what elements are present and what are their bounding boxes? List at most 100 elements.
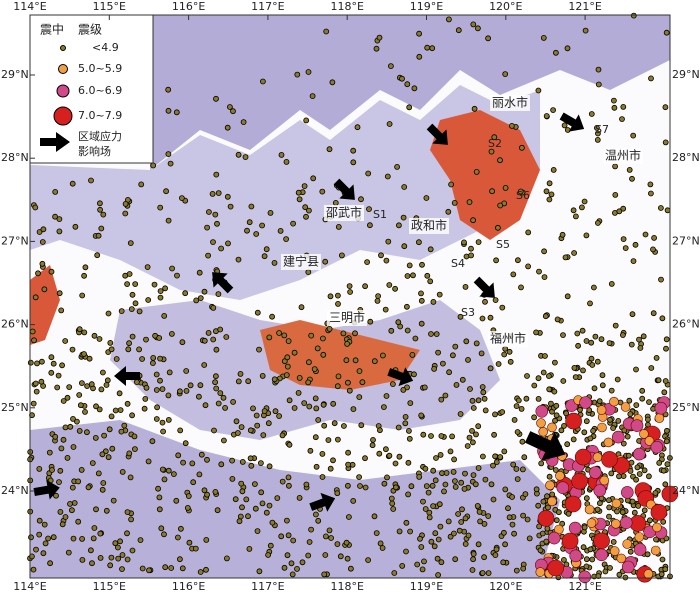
legend-stress: 影响场: [78, 144, 111, 158]
epicenter: [84, 383, 90, 390]
epicenter: [250, 405, 256, 412]
epicenter: [441, 488, 447, 495]
epicenter: [552, 467, 559, 473]
epicenter: [644, 551, 651, 558]
epicenter: [352, 357, 359, 364]
epicenter: [520, 565, 527, 572]
epicenter: [180, 459, 187, 466]
epicenter: [519, 438, 526, 445]
epicenter-large: [633, 543, 647, 556]
epicenter: [421, 558, 427, 565]
epicenter: [479, 453, 486, 460]
epicenter: [261, 253, 268, 260]
epicenter: [215, 400, 222, 407]
epicenter: [648, 365, 655, 371]
epicenter: [234, 430, 241, 436]
epicenter: [419, 566, 426, 573]
epicenter: [582, 27, 589, 34]
epicenter: [458, 479, 465, 486]
epicenter: [259, 222, 266, 229]
epicenter: [344, 340, 351, 347]
epicenter: [88, 177, 94, 184]
epicenter: [464, 443, 471, 449]
epicenter: [497, 202, 504, 209]
epicenter: [283, 372, 290, 379]
epicenter: [232, 496, 239, 503]
epicenter: [591, 284, 597, 291]
latitude-label: 28°N: [1, 151, 29, 164]
epicenter: [589, 556, 596, 563]
epicenter: [620, 440, 627, 447]
epicenter: [50, 534, 57, 541]
epicenter: [124, 530, 130, 537]
epicenter: [92, 434, 99, 441]
epicenter: [377, 540, 384, 547]
epicenter: [647, 181, 654, 188]
epicenter: [421, 384, 428, 391]
epicenter: [664, 461, 671, 468]
epicenter: [457, 313, 464, 320]
epicenter: [320, 401, 327, 408]
epicenter: [362, 484, 369, 491]
epicenter: [215, 291, 222, 298]
epicenter: [247, 455, 254, 462]
epicenter: [462, 470, 468, 477]
epicenter: [132, 300, 139, 307]
epicenter: [118, 308, 125, 315]
epicenter: [470, 21, 477, 28]
epicenter: [69, 507, 75, 514]
epicenter: [543, 538, 550, 545]
epicenter: [269, 519, 276, 526]
epicenter: [488, 148, 495, 155]
epicenter: [133, 379, 140, 386]
epicenter: [629, 498, 636, 505]
epicenter: [78, 466, 85, 473]
epicenter: [381, 480, 388, 487]
epicenter: [218, 461, 225, 468]
epicenter: [621, 427, 628, 434]
epicenter: [288, 560, 295, 567]
legend-symbol: [60, 45, 66, 51]
epicenter: [469, 439, 476, 446]
epicenter: [485, 513, 492, 519]
stress-arrow: [33, 479, 60, 500]
epicenter: [429, 45, 436, 52]
epicenter: [39, 239, 46, 245]
epicenter: [611, 97, 617, 104]
epicenter: [371, 513, 378, 520]
epicenter: [662, 378, 669, 384]
epicenter: [439, 360, 446, 367]
epicenter-large: [616, 553, 627, 564]
epicenter: [626, 166, 633, 173]
epicenter: [36, 531, 43, 538]
epicenter: [497, 454, 504, 460]
epicenter: [156, 494, 163, 501]
label-bg: [281, 254, 321, 270]
epicenter: [488, 481, 495, 488]
epicenter: [546, 180, 553, 187]
epicenter: [60, 398, 67, 404]
epicenter: [347, 289, 354, 295]
epicenter: [327, 293, 334, 300]
epicenter: [546, 386, 553, 393]
epicenter: [239, 488, 246, 495]
epicenter: [535, 87, 542, 94]
epicenter: [182, 440, 189, 447]
epicenter: [418, 290, 424, 297]
epicenter: [98, 225, 105, 232]
epicenter-large: [556, 481, 570, 495]
epicenter: [424, 272, 431, 279]
epicenter: [319, 450, 326, 457]
epicenter: [357, 483, 363, 489]
epicenter: [475, 397, 482, 404]
label-bg: [327, 310, 367, 326]
epicenter: [183, 387, 190, 394]
epicenter: [607, 416, 613, 423]
epicenter: [594, 506, 601, 513]
epicenter: [664, 207, 671, 214]
epicenter: [559, 231, 566, 238]
epicenter: [334, 383, 341, 390]
epicenter: [145, 297, 152, 303]
epicenter: [461, 239, 467, 246]
